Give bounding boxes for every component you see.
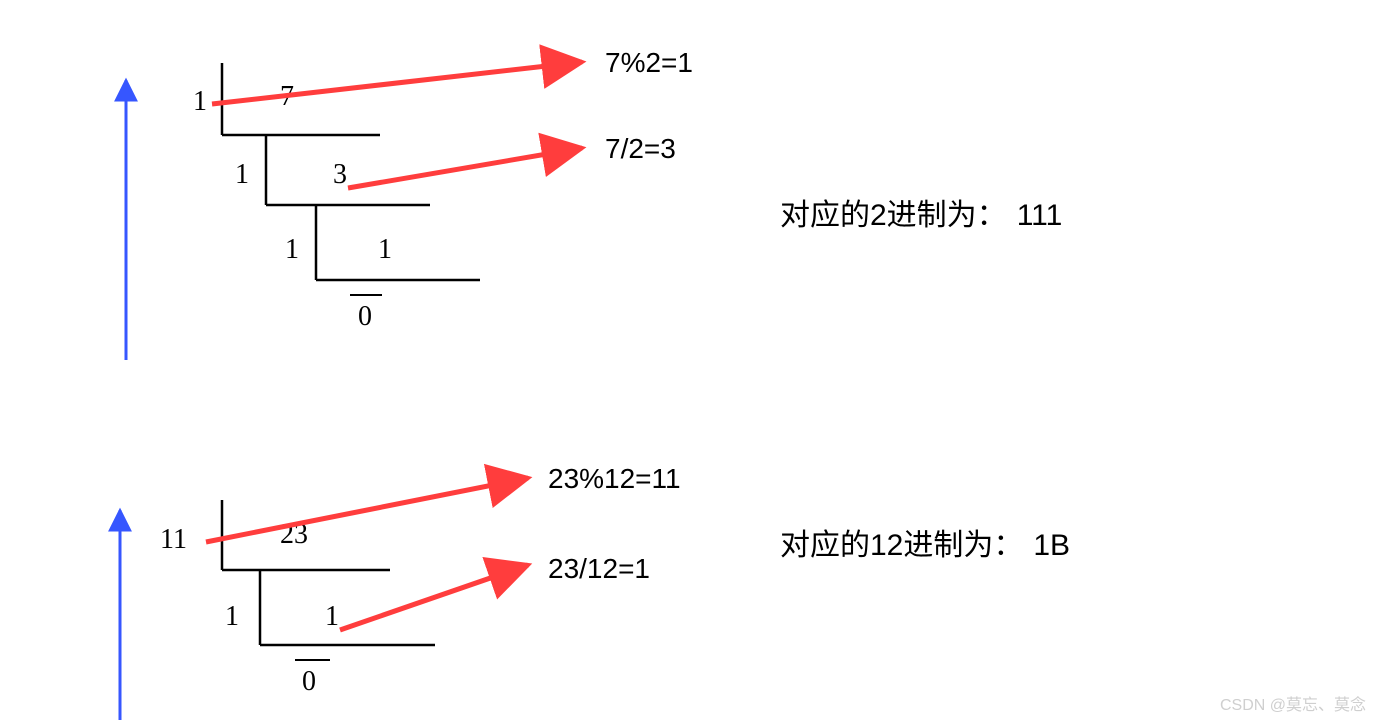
diag1-step-1-quotient: 3	[333, 159, 347, 190]
diag2-result-value: 1B	[1033, 529, 1070, 562]
diag1-step-2-quotient: 1	[378, 234, 392, 265]
diag1-step-1-remainder: 1	[235, 159, 249, 190]
diag2-anno-arrow-0	[206, 478, 528, 542]
diag2-result: 对应的12进制为： 1B	[780, 529, 1070, 562]
diag1-anno-arrow-1	[348, 148, 582, 188]
watermark: CSDN @莫忘、莫念	[1220, 695, 1366, 714]
diag2-anno-arrow-1	[340, 565, 528, 630]
diag2-step-1-quotient: 1	[325, 601, 339, 632]
diag1-final-zero: 0	[358, 301, 372, 332]
diagram-canvas: 17131107%2=17/2=3对应的2进制为：111112311023%12…	[0, 0, 1386, 723]
diag1-step-0-remainder: 1	[193, 86, 207, 117]
diag2-anno-label-1: 23/12=1	[548, 553, 650, 584]
diag1-result-value: 111	[1017, 199, 1063, 232]
diag2-result-label: 对应的12进制为：	[780, 529, 1023, 562]
diag1-result-label: 对应的2进制为：	[780, 199, 1007, 232]
diag2-final-zero: 0	[302, 666, 316, 697]
diag1-anno-label-0: 7%2=1	[605, 47, 693, 78]
diag1-anno-label-1: 7/2=3	[605, 133, 676, 164]
diag2-step-1-remainder: 1	[225, 601, 239, 632]
diag2-anno-label-0: 23%12=11	[548, 463, 681, 494]
diag2-step-0-remainder: 11	[160, 524, 187, 555]
diag1-step-2-remainder: 1	[285, 234, 299, 265]
diag1-result: 对应的2进制为： 111	[780, 199, 1062, 232]
diag1-anno-arrow-0	[212, 62, 582, 104]
